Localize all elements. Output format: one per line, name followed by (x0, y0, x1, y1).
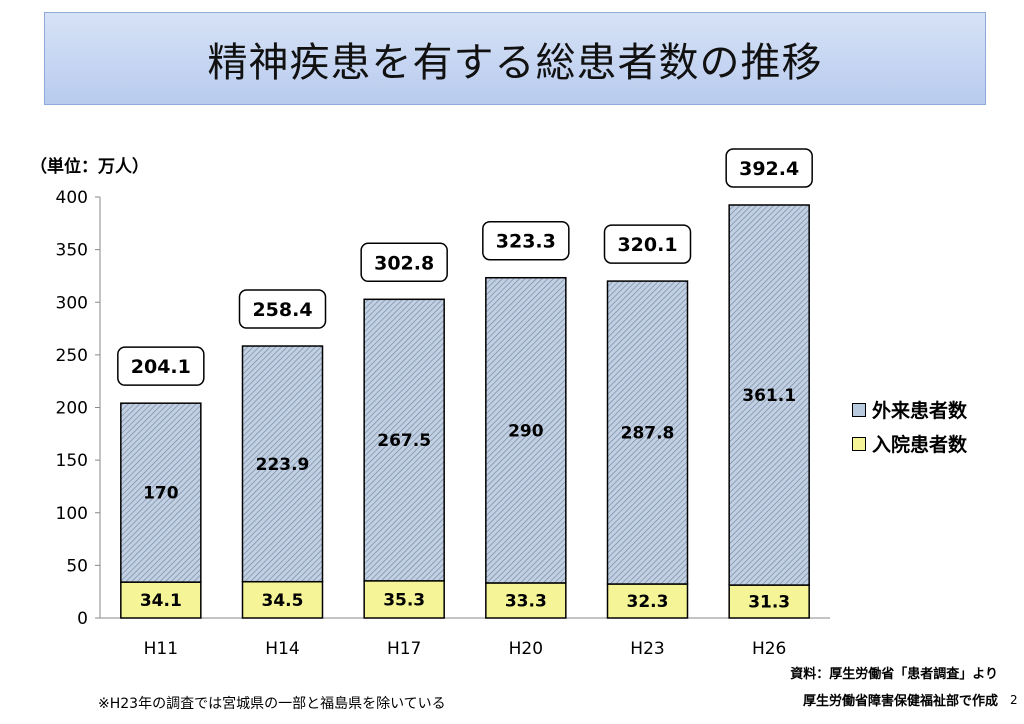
x-tick-label: H20 (509, 639, 543, 659)
source-line-2: 厚生労働省障害保健福祉部で作成 (802, 694, 998, 709)
bar-inpatient (606, 583, 689, 619)
legend-inpatient-label: 入院患者数 (872, 434, 968, 456)
data-label-inpatient: 31.3 (748, 593, 790, 613)
y-tick-label: 250 (56, 346, 88, 366)
total-label: 320.1 (617, 234, 677, 256)
legend-inpatient: 入院患者数 (852, 430, 967, 457)
data-label-outpatient: 287.8 (621, 424, 675, 444)
bar-inpatient (485, 582, 567, 619)
data-label-inpatient: 32.3 (627, 592, 669, 612)
page-number: 2 (1010, 693, 1018, 707)
total-callout-box (360, 242, 448, 283)
page-title: 精神疾患を有する総患者数の推移 (207, 39, 823, 86)
bar-outpatient (728, 204, 810, 586)
total-label: 302.8 (374, 252, 434, 274)
x-tick-label: H17 (387, 639, 421, 659)
data-label-inpatient: 34.1 (140, 591, 182, 611)
x-tick-label: H11 (144, 639, 178, 659)
footnote: ※H23年の調査では宮城県の一部と福島県を除いている (98, 696, 446, 712)
data-label-outpatient: 361.1 (742, 386, 796, 406)
x-tick-label: H14 (265, 639, 299, 659)
unit-label: （単位：万人） (30, 157, 149, 177)
data-label-outpatient: 170 (143, 484, 179, 504)
bar-inpatient (120, 581, 202, 619)
total-callout-box (238, 289, 327, 329)
x-tick-label: H23 (630, 639, 664, 659)
bar-outpatient (120, 402, 202, 583)
y-tick-label: 100 (56, 504, 88, 524)
bar-inpatient (363, 580, 445, 619)
bar-outpatient (485, 276, 567, 584)
legend-outpatient-swatch (852, 402, 866, 417)
source-line-1: 資料：厚生労働省「患者調査」より (790, 667, 998, 682)
y-tick-label: 300 (56, 293, 88, 313)
data-label-outpatient: 290 (508, 421, 544, 441)
total-label: 204.1 (131, 356, 191, 378)
title-banner: 精神疾患を有する総患者数の推移 (44, 12, 986, 105)
total-label: 323.3 (496, 231, 556, 253)
legend-inpatient-swatch (852, 436, 866, 451)
total-callout-box (603, 224, 692, 264)
total-callout-box (117, 346, 205, 386)
data-label-outpatient: 223.9 (256, 455, 310, 475)
data-label-inpatient: 34.5 (262, 591, 304, 611)
y-tick-label: 50 (66, 556, 88, 576)
data-label-inpatient: 35.3 (383, 590, 425, 610)
bar-inpatient (241, 580, 324, 619)
data-label-inpatient: 33.3 (505, 591, 547, 611)
legend-outpatient-label: 外来患者数 (872, 400, 968, 422)
total-label: 258.4 (252, 299, 312, 321)
x-tick-label: H26 (752, 639, 786, 659)
legend-outpatient: 外来患者数 (852, 396, 967, 423)
y-tick-label: 350 (56, 241, 88, 261)
data-label-outpatient: 267.5 (377, 431, 431, 451)
y-tick-label: 200 (56, 399, 88, 419)
total-callout-box (482, 220, 570, 261)
total-label: 392.4 (739, 158, 799, 180)
y-tick-label: 400 (56, 188, 88, 208)
bar-outpatient (606, 280, 689, 585)
bar-outpatient (363, 298, 445, 582)
bar-outpatient (241, 345, 324, 583)
total-callout-box (725, 148, 813, 188)
bar-inpatient (728, 584, 810, 619)
y-tick-label: 0 (77, 609, 88, 629)
y-tick-label: 150 (56, 451, 88, 471)
